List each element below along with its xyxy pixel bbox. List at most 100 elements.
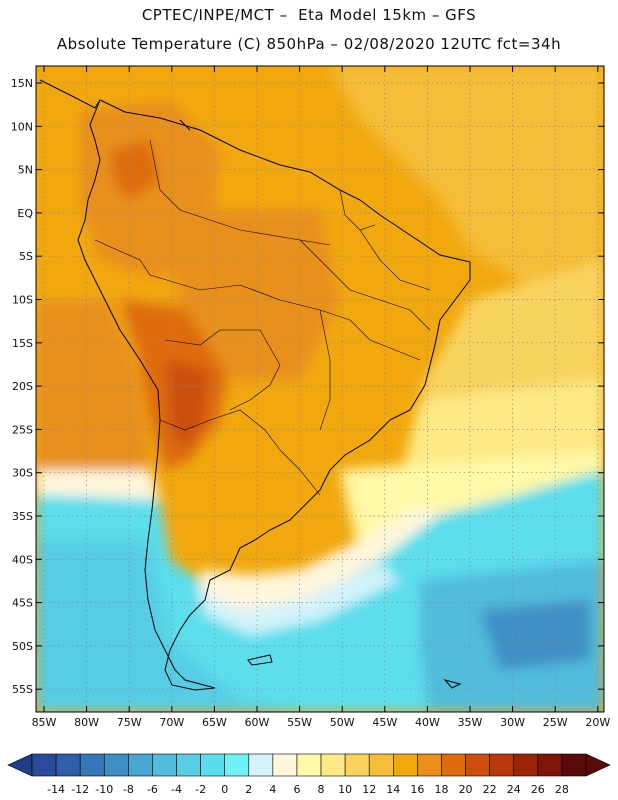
lon-label: 60W [245,716,270,729]
latitude-axis: 15N 10N 5N EQ 5S 10S 15S 20S 25S 30S 35S 40S 45S 50S 5… [11,77,604,696]
lat-label: 5S [19,250,33,263]
field-atlantic-north [330,66,604,330]
colorbar-segment [441,753,466,777]
border-brazil-states-4 [359,229,431,291]
lat-label: 55S [12,683,33,696]
border-brazil-states-3 [319,309,331,431]
colorbar-segment [417,753,442,777]
lat-label: 15S [12,337,33,350]
lat-label: 10S [12,294,33,307]
colorbar-over [585,753,611,777]
field-cold-core [480,600,590,670]
colorbar-tick-label: 16 [410,783,424,796]
coastline [39,79,471,691]
lat-label: 45S [12,597,33,610]
lat-label: 35S [12,510,33,523]
colorbar-segment [513,753,539,777]
lon-label: 85W [32,716,57,729]
lon-label: 40W [415,716,440,729]
colorbar-tick-label: -10 [95,783,113,796]
colorbar-segment [537,753,563,777]
colorbar-tick-label: 4 [269,783,276,796]
lon-label: 75W [117,716,142,729]
lat-label: 15N [11,77,33,90]
colorbar-segment [79,753,105,777]
map-subtitle: Absolute Temperature (C) 850hPa – 02/08/… [56,35,562,53]
colorbar-tick-label: 10 [338,783,352,796]
colorbar-segment [31,753,57,777]
lon-label: 35W [458,716,483,729]
colorbar-segment [176,753,201,777]
field-pacific-orange [36,300,150,490]
border-peru-brazil [94,239,281,301]
colorbar-tick-label: -12 [71,783,89,796]
south-america-outline [77,99,471,691]
south-georgia [443,679,462,689]
lon-label: 25W [543,716,568,729]
lon-label: 65W [202,716,227,729]
field-colombia-hot [110,140,160,200]
colorbar-tick-label: -6 [147,783,158,796]
colorbar-segment [320,753,346,777]
central-america-outline [39,79,101,109]
colorbar: -14 -12 -10 -8 -6 -4 -2 0 2 4 6 8 10 12 14 16 18 20 22 24 26… [7,753,611,796]
colorbar-segment [393,753,418,777]
border-argentina-paraguay [159,409,281,451]
falkland-islands [247,654,273,666]
field-transition-cyan [200,565,400,635]
border-brazil-states-1 [279,299,421,361]
border-brazil-states-2 [299,239,431,331]
colorbar-segment [248,753,274,777]
lat-label: 5N [18,164,33,177]
colorbar-segment [368,753,394,777]
colorbar-segment [465,753,490,777]
colorbar-segment [55,753,81,777]
colorbar-segment [296,753,322,777]
colorbar-tick-label: -14 [47,783,65,796]
lon-label: 30W [500,716,525,729]
borders [94,139,431,496]
colorbar-tick-label: -2 [195,783,206,796]
colorbar-under [7,753,33,777]
border-uruguay [279,449,321,496]
colorbar-tick-label: 24 [507,783,521,796]
colorbar-tick-label: 22 [483,783,497,796]
colorbar-tick-label: -4 [171,783,182,796]
lon-label: 20W [585,716,610,729]
lat-label: 30S [12,467,33,480]
lat-label: 25S [12,423,33,436]
lat-label: 50S [12,640,33,653]
colorbar-tick-label: 20 [459,783,473,796]
field-southern-pacific [36,540,300,712]
colorbar-segment [152,753,177,777]
colorbar-segment [128,753,153,777]
map-title: CPTEC/INPE/MCT – Eta Model 15km – GFS [141,6,477,24]
border-guianas [339,189,376,231]
colorbar-tick-label: 6 [293,783,300,796]
lon-label: 80W [74,716,99,729]
lon-label: 45W [372,716,397,729]
colorbar-tick-label: 8 [318,783,325,796]
colorbar-tick-label: 12 [362,783,376,796]
colorbar-segment [224,753,250,777]
colorbar-tick-label: 28 [555,783,569,796]
border-bolivia [164,329,281,411]
colorbar-tick-label: 0 [221,783,228,796]
lon-label: 50W [330,716,355,729]
lon-label: 55W [287,716,312,729]
colorbar-segment [344,753,370,777]
lat-label: 10N [11,120,33,133]
field-chaco-hot [165,360,210,450]
colorbar-segment [272,753,298,777]
field-transition-white [200,505,440,615]
lat-label: 40S [12,553,33,566]
lat-label: EQ [17,207,33,220]
colorbar-segment [200,753,225,777]
field-atlantic-yellow [400,380,604,480]
colorbar-tick-label: 26 [531,783,545,796]
field-amazon [160,210,340,380]
border-colombia-venezuela-brazil [149,139,331,246]
colorbar-tick-label: 2 [245,783,252,796]
graticule [36,66,604,712]
